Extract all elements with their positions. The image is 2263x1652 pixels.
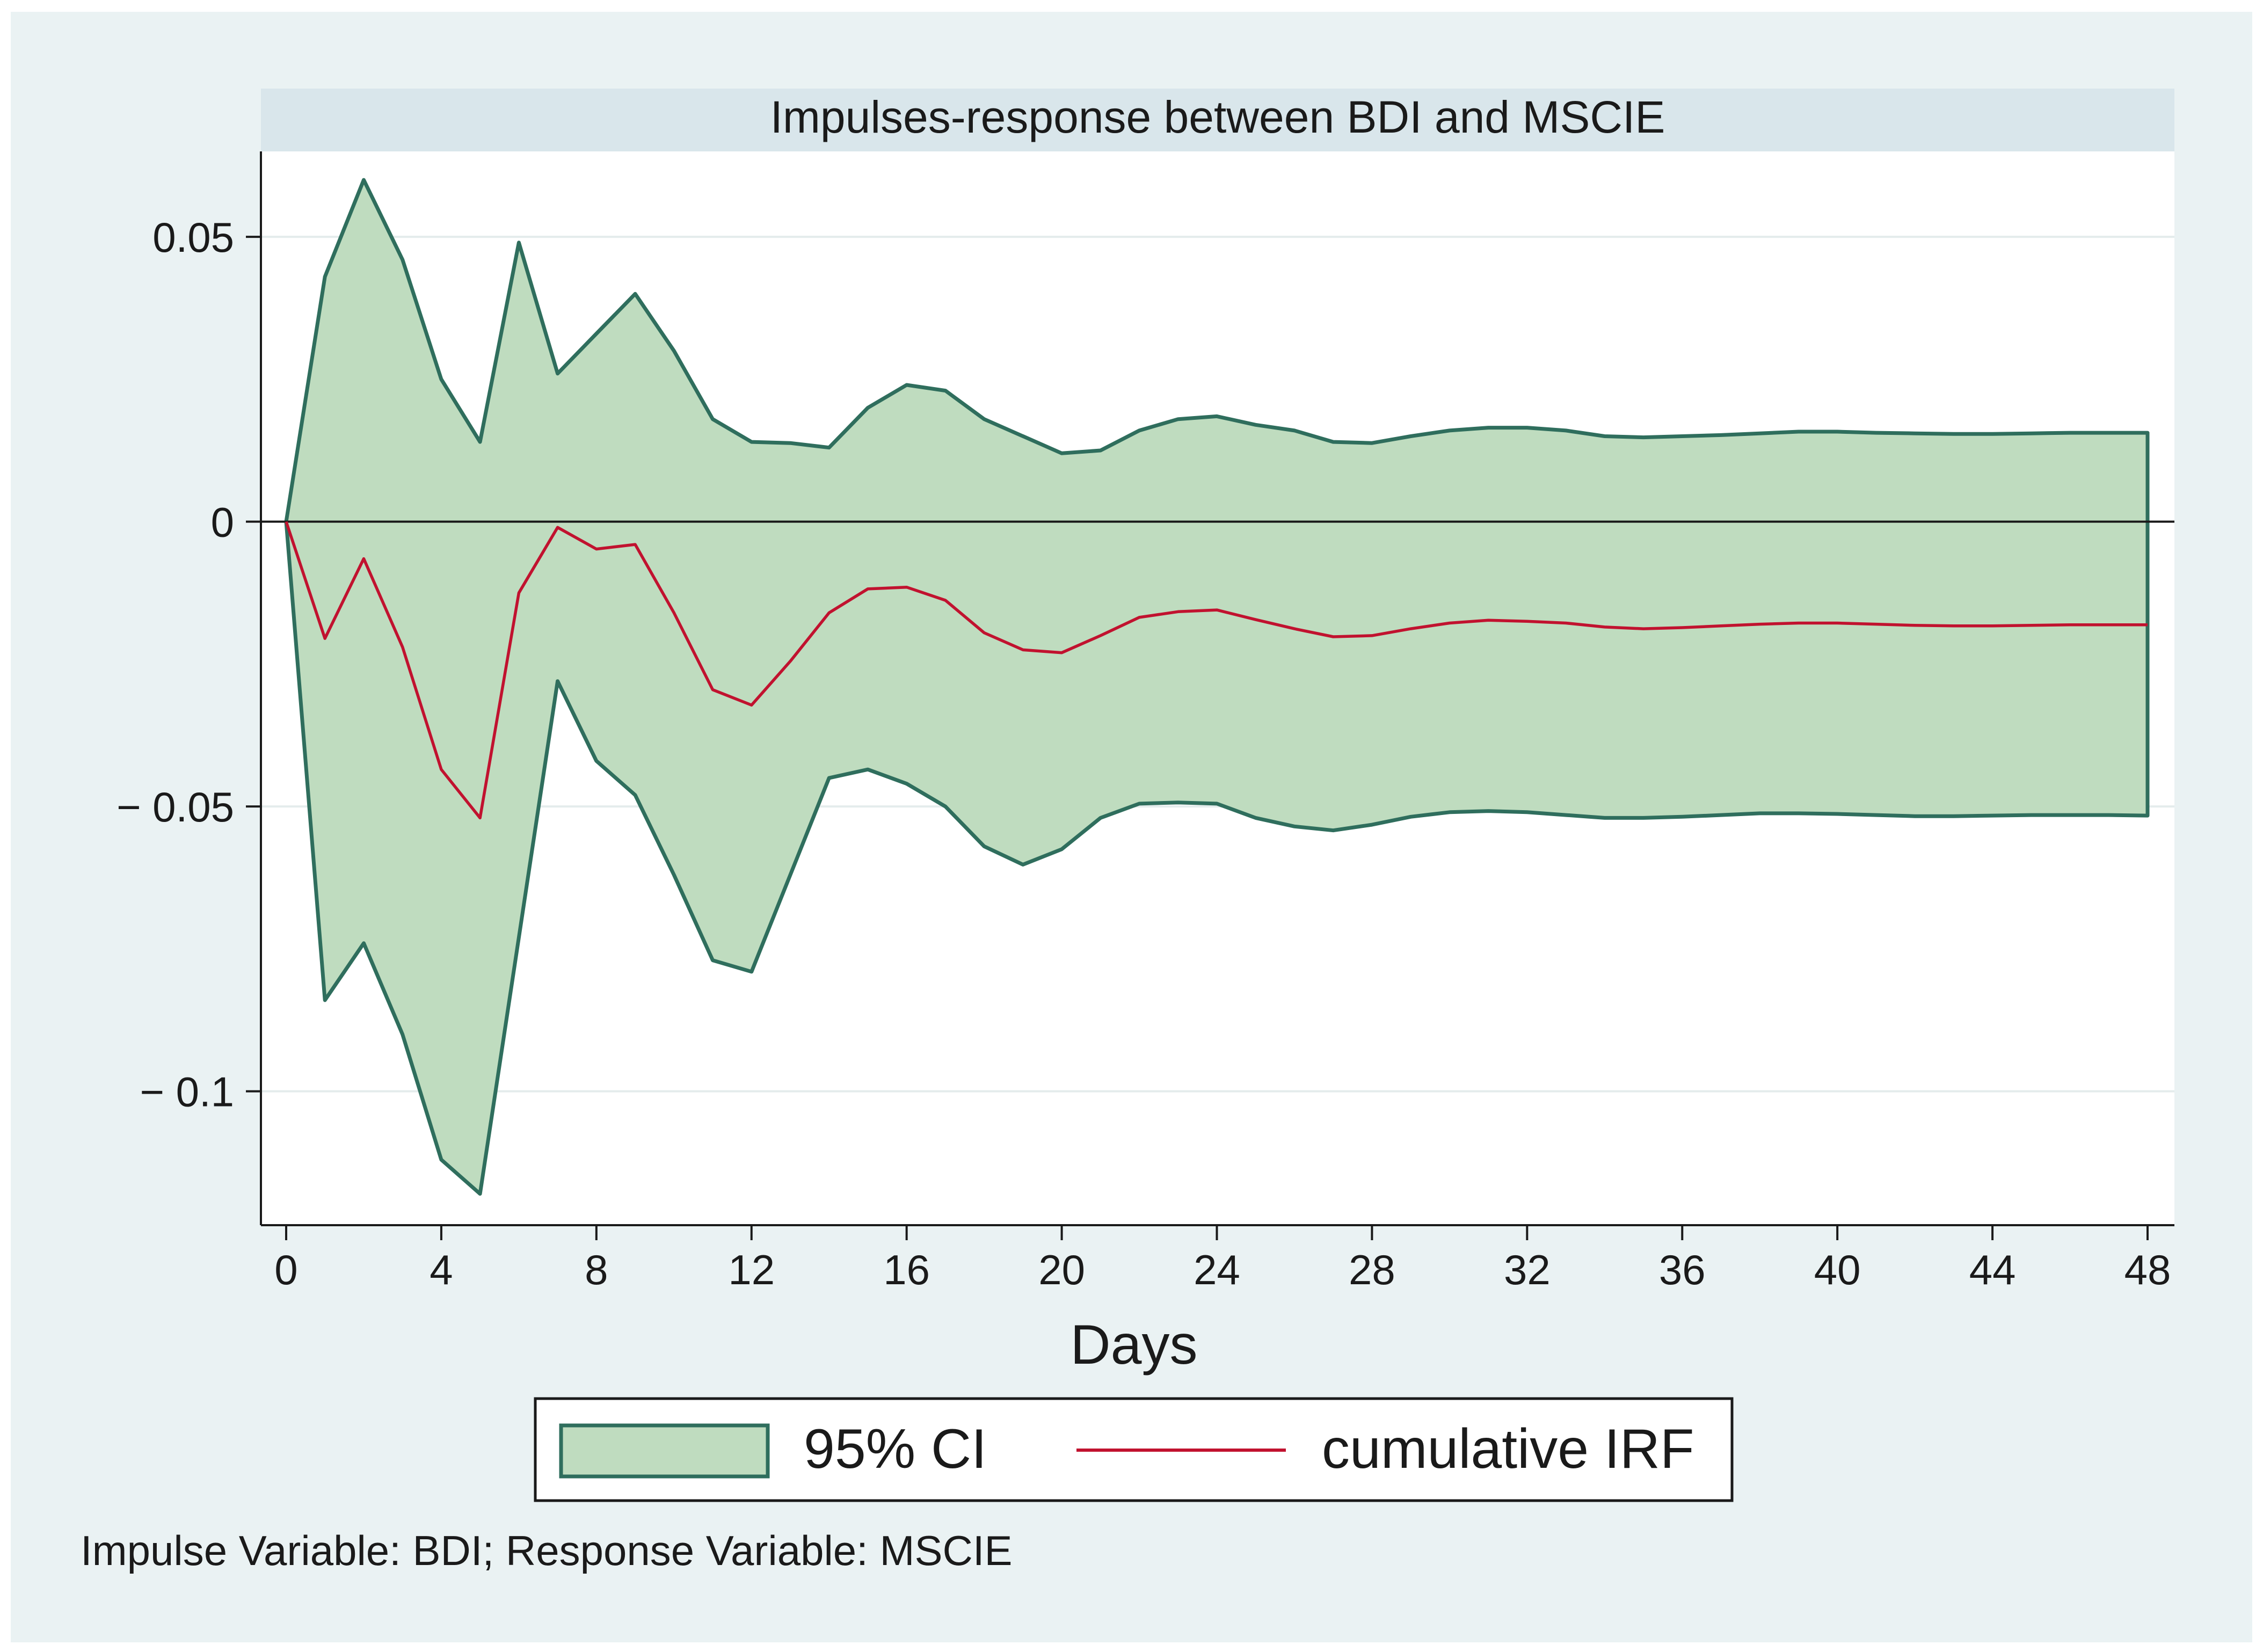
y-tick-label: − 0.05 [117,783,234,831]
x-tick-label: 0 [274,1246,297,1293]
title-band [261,89,2174,151]
x-tick-label: 4 [430,1246,453,1293]
y-tick-label: 0.05 [152,214,234,261]
x-tick-label: 20 [1038,1246,1085,1293]
figure-note: Impulse Variable: BDI; Response Variable… [81,1527,1013,1574]
x-tick-label: 48 [2124,1246,2171,1293]
legend-swatch-ci [559,1423,770,1479]
irf-line-layer [285,521,2148,820]
x-tick-label: 44 [1969,1246,2016,1293]
x-tick-label: 8 [585,1246,608,1293]
x-tick-label: 36 [1659,1246,1706,1293]
y-tick-label: − 0.1 [140,1068,234,1116]
x-tick-label: 16 [883,1246,930,1293]
irf-line [285,521,2148,820]
legend-label-ci: 95% CI [804,1418,987,1480]
legend-label-irf: cumulative IRF [1322,1418,1694,1480]
legend: 95% CI cumulative IRF [534,1397,1734,1502]
x-tick-label: 32 [1504,1246,1551,1293]
y-axis-ticks: 0.05 0 − 0.05 − 0.1 [117,214,261,1116]
y-tick-label: 0 [211,499,234,546]
chart-title: Impulses-response between BDI and MSCIE [770,92,1665,142]
x-tick-label: 28 [1349,1246,1395,1293]
x-axis-ticks: 0 4 8 12 16 20 24 28 32 36 40 44 48 [274,1225,2171,1293]
x-tick-label: 40 [1814,1246,1861,1293]
x-tick-label: 12 [728,1246,775,1293]
x-tick-label: 24 [1194,1246,1240,1293]
x-axis-label: Days [1071,1314,1198,1376]
